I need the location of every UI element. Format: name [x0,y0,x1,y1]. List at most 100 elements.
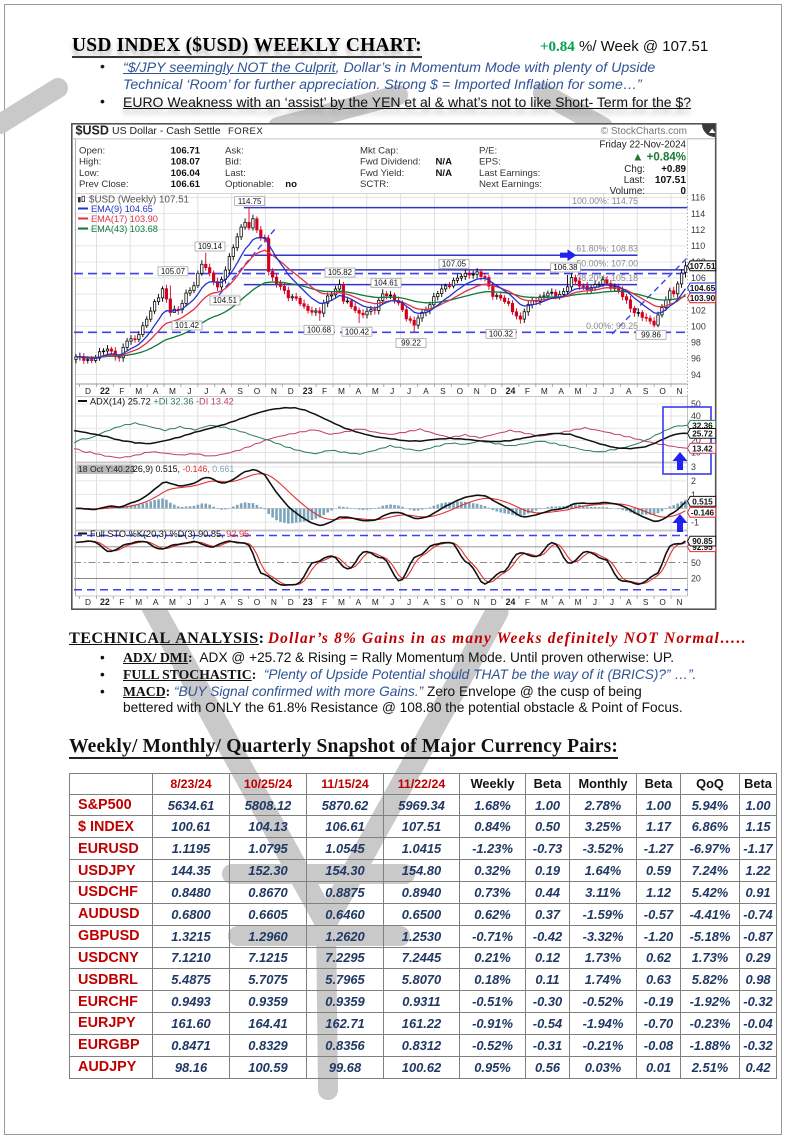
svg-text:F: F [119,597,124,607]
svg-text:99.86: 99.86 [641,331,661,340]
svg-text:Next Earnings:: Next Earnings: [479,179,542,190]
svg-text:0.00%: 99.25: 0.00%: 99.25 [586,321,638,331]
svg-text:P/E:: P/E: [479,146,497,157]
svg-text:J: J [610,597,614,607]
svg-text:Ask:: Ask: [225,146,244,157]
svg-text:A: A [558,386,564,396]
svg-text:40: 40 [691,411,701,421]
svg-text:Low:: Low: [79,168,99,179]
svg-text:F: F [525,597,530,607]
svg-text:O: O [457,386,464,396]
svg-text:FOREX: FOREX [228,126,263,137]
svg-text:A: A [153,597,159,607]
svg-text:J: J [187,386,191,396]
svg-text:▲ +0.84%: ▲ +0.84% [632,152,686,164]
svg-text:105.82: 105.82 [328,268,352,277]
svg-text:104.65: 104.65 [690,283,716,293]
svg-text:M: M [575,386,582,396]
svg-text:F: F [119,386,124,396]
svg-text:F: F [525,386,530,396]
svg-text:S: S [643,597,649,607]
svg-text:13.42: 13.42 [692,444,713,453]
svg-text:ADX(14) 25.72 +DI 32.36 -DI 13: ADX(14) 25.72 +DI 32.36 -DI 13.42 [90,397,234,407]
svg-text:Fwd Yield:: Fwd Yield: [360,168,404,179]
svg-text:114.75: 114.75 [238,197,262,206]
svg-text:Friday 22-Nov-2024: Friday 22-Nov-2024 [599,140,686,151]
svg-text:Mkt Cap:: Mkt Cap: [360,146,398,157]
svg-text:107.51: 107.51 [689,261,716,271]
svg-text:J: J [204,597,208,607]
svg-text:J: J [187,597,191,607]
svg-text:S: S [237,386,243,396]
svg-text:20: 20 [691,436,701,446]
svg-text:22: 22 [100,386,110,396]
svg-text:Open:: Open: [79,146,105,157]
svg-text:F: F [322,386,327,396]
svg-text:32.36: 32.36 [692,421,713,430]
svg-text:25.72: 25.72 [692,430,713,439]
svg-text:M: M [338,597,345,607]
svg-text:M: M [541,386,548,396]
svg-text:D: D [288,597,294,607]
svg-text:D: D [491,386,497,396]
svg-text:N/A: N/A [435,157,452,168]
svg-text:M: M [135,597,142,607]
svg-text:100.32: 100.32 [489,330,513,339]
svg-text:M: M [169,597,176,607]
svg-text:Prev Close:: Prev Close: [79,179,129,190]
svg-text:J: J [610,386,614,396]
svg-text:+0.89: +0.89 [661,164,686,175]
svg-text:M: M [135,386,142,396]
svg-text:A: A [558,597,564,607]
svg-text:24: 24 [506,386,516,396]
svg-text:M: M [372,597,379,607]
svg-text:A: A [423,386,429,396]
svg-text:18 Oct Y:40.23: 18 Oct Y:40.23 [78,464,135,474]
svg-text:Last:: Last: [225,168,246,179]
svg-text:S: S [643,386,649,396]
svg-text:99.22: 99.22 [401,339,421,348]
svg-text:A: A [356,386,362,396]
svg-text:N: N [271,597,277,607]
svg-text:M: M [372,386,379,396]
svg-text:D: D [85,597,91,607]
svg-text:109.14: 109.14 [198,242,223,251]
svg-text:106.71: 106.71 [171,146,201,157]
svg-text:23: 23 [303,597,313,607]
svg-text:O: O [659,386,666,396]
svg-text:M: M [169,386,176,396]
svg-text:M: M [338,386,345,396]
svg-text:© StockCharts.com: © StockCharts.com [601,126,687,137]
svg-text:-1: -1 [691,517,699,527]
svg-text:104.61: 104.61 [374,279,398,288]
svg-text:50: 50 [691,558,701,568]
svg-text:0.515: 0.515 [692,497,713,506]
svg-text:102: 102 [691,305,706,315]
svg-text:N: N [677,386,683,396]
svg-text:106.61: 106.61 [171,179,201,190]
svg-text:J: J [593,386,597,396]
svg-text:N: N [677,597,683,607]
svg-text:O: O [457,597,464,607]
svg-text:Volume:: Volume: [610,186,645,197]
svg-text:M: M [541,597,548,607]
svg-text:96: 96 [691,354,701,364]
svg-text:EPS:: EPS: [479,157,501,168]
svg-text:106.38: 106.38 [553,263,578,272]
svg-text:61.80%: 108.83: 61.80%: 108.83 [576,244,638,254]
svg-text:110: 110 [691,241,705,251]
svg-text:High:: High: [79,157,101,168]
svg-text:EMA(9) 104.65: EMA(9) 104.65 [91,204,153,214]
svg-text:107.51: 107.51 [655,175,686,186]
svg-text:Last:: Last: [624,175,645,186]
svg-text:Chg:: Chg: [624,164,645,175]
svg-text:Fwd Dividend:: Fwd Dividend: [360,157,421,168]
svg-text:106: 106 [691,273,706,283]
svg-text:J: J [407,597,411,607]
svg-text:$USD: $USD [76,124,109,138]
svg-text:22: 22 [100,597,110,607]
svg-text:107.05: 107.05 [442,260,467,269]
svg-text:50: 50 [691,399,701,409]
svg-text:20: 20 [691,574,701,584]
svg-text:no: no [285,179,297,190]
